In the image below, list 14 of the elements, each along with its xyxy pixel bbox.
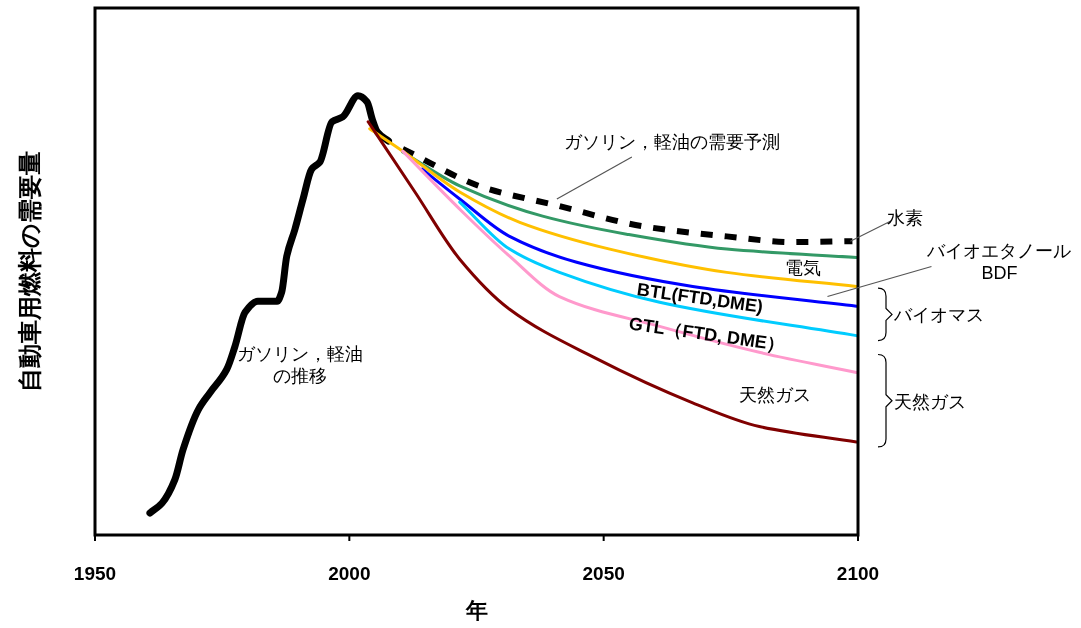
x-tick-label: 2100 [836,563,880,584]
x-tick-label: 1950 [73,563,117,584]
annotation: バイオエタノール BDF [926,240,1072,283]
annotation: 天然ガス [739,385,811,405]
x-tick-label: 2000 [328,563,371,584]
text: バイオマス [893,305,984,326]
x-axis-title: 年 [464,598,488,623]
annotation: ガソリン，軽油の推移 [237,344,363,386]
annotation: 電気 [785,258,821,278]
y-axis-title: 自動車用燃料の需要量 [16,151,43,392]
x-tick-label: 2050 [582,563,625,584]
annotation: 水素 [887,208,924,229]
text: 天然ガス [894,391,966,412]
annotation: ガソリン，軽油の需要予測 [563,132,780,153]
